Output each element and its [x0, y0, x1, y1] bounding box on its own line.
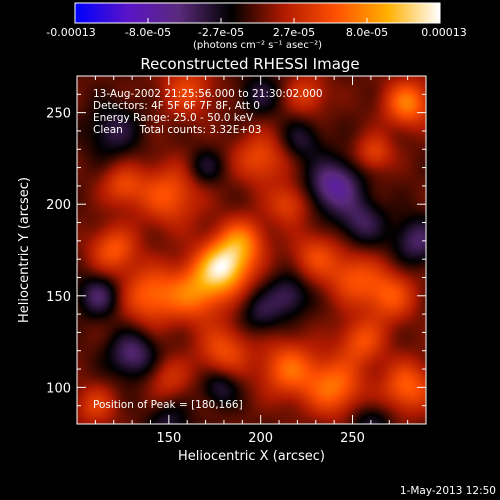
- x-tick-label: 150: [156, 431, 181, 446]
- x-axis-label: Heliocentric X (arcsec): [178, 449, 325, 464]
- y-tick-label: 250: [46, 107, 71, 122]
- plot-frame: [76, 75, 427, 425]
- annotation-line: 13-Aug-2002 21:25:56.000 to 21:30:02.000: [93, 88, 323, 100]
- heatmap-image: [77, 76, 426, 424]
- footer-timestamp: 1-May-2013 12:50: [400, 485, 496, 497]
- y-tick-label: 150: [46, 290, 71, 305]
- colorbar-tick-label: -0.00013: [46, 26, 95, 39]
- colorbar-gradient: [75, 3, 440, 23]
- x-tick-label: 250: [340, 431, 365, 446]
- annotation-line: Detectors: 4F 5F 6F 7F 8F, Att 0: [93, 100, 260, 112]
- colorbar-tick-label: 0.00013: [421, 26, 467, 39]
- y-tick-label: 100: [46, 381, 71, 396]
- chart-title: Reconstructed RHESSI Image: [140, 55, 359, 73]
- x-tick-label: 200: [248, 431, 273, 446]
- colorbar-unit-label: (photons cm⁻² s⁻¹ asec⁻²): [193, 40, 322, 51]
- annotation-line: Energy Range: 25.0 - 50.0 keV: [93, 112, 254, 124]
- y-axis-label: Heliocentric Y (arcsec): [17, 177, 32, 323]
- colorbar-tick-label: 8.0e-05: [346, 26, 388, 39]
- peak-position-label: Position of Peak = [180,166]: [93, 399, 243, 411]
- colorbar-tick-label: -8.0e-05: [125, 26, 171, 39]
- y-tick-label: 200: [46, 198, 71, 213]
- colorbar-tick-label: 2.7e-05: [273, 26, 315, 39]
- colorbar-tick-label: -2.7e-05: [198, 26, 244, 39]
- annotation-line: Clean Total counts: 3.32E+03: [93, 124, 262, 136]
- colorbar-frame: [74, 2, 441, 24]
